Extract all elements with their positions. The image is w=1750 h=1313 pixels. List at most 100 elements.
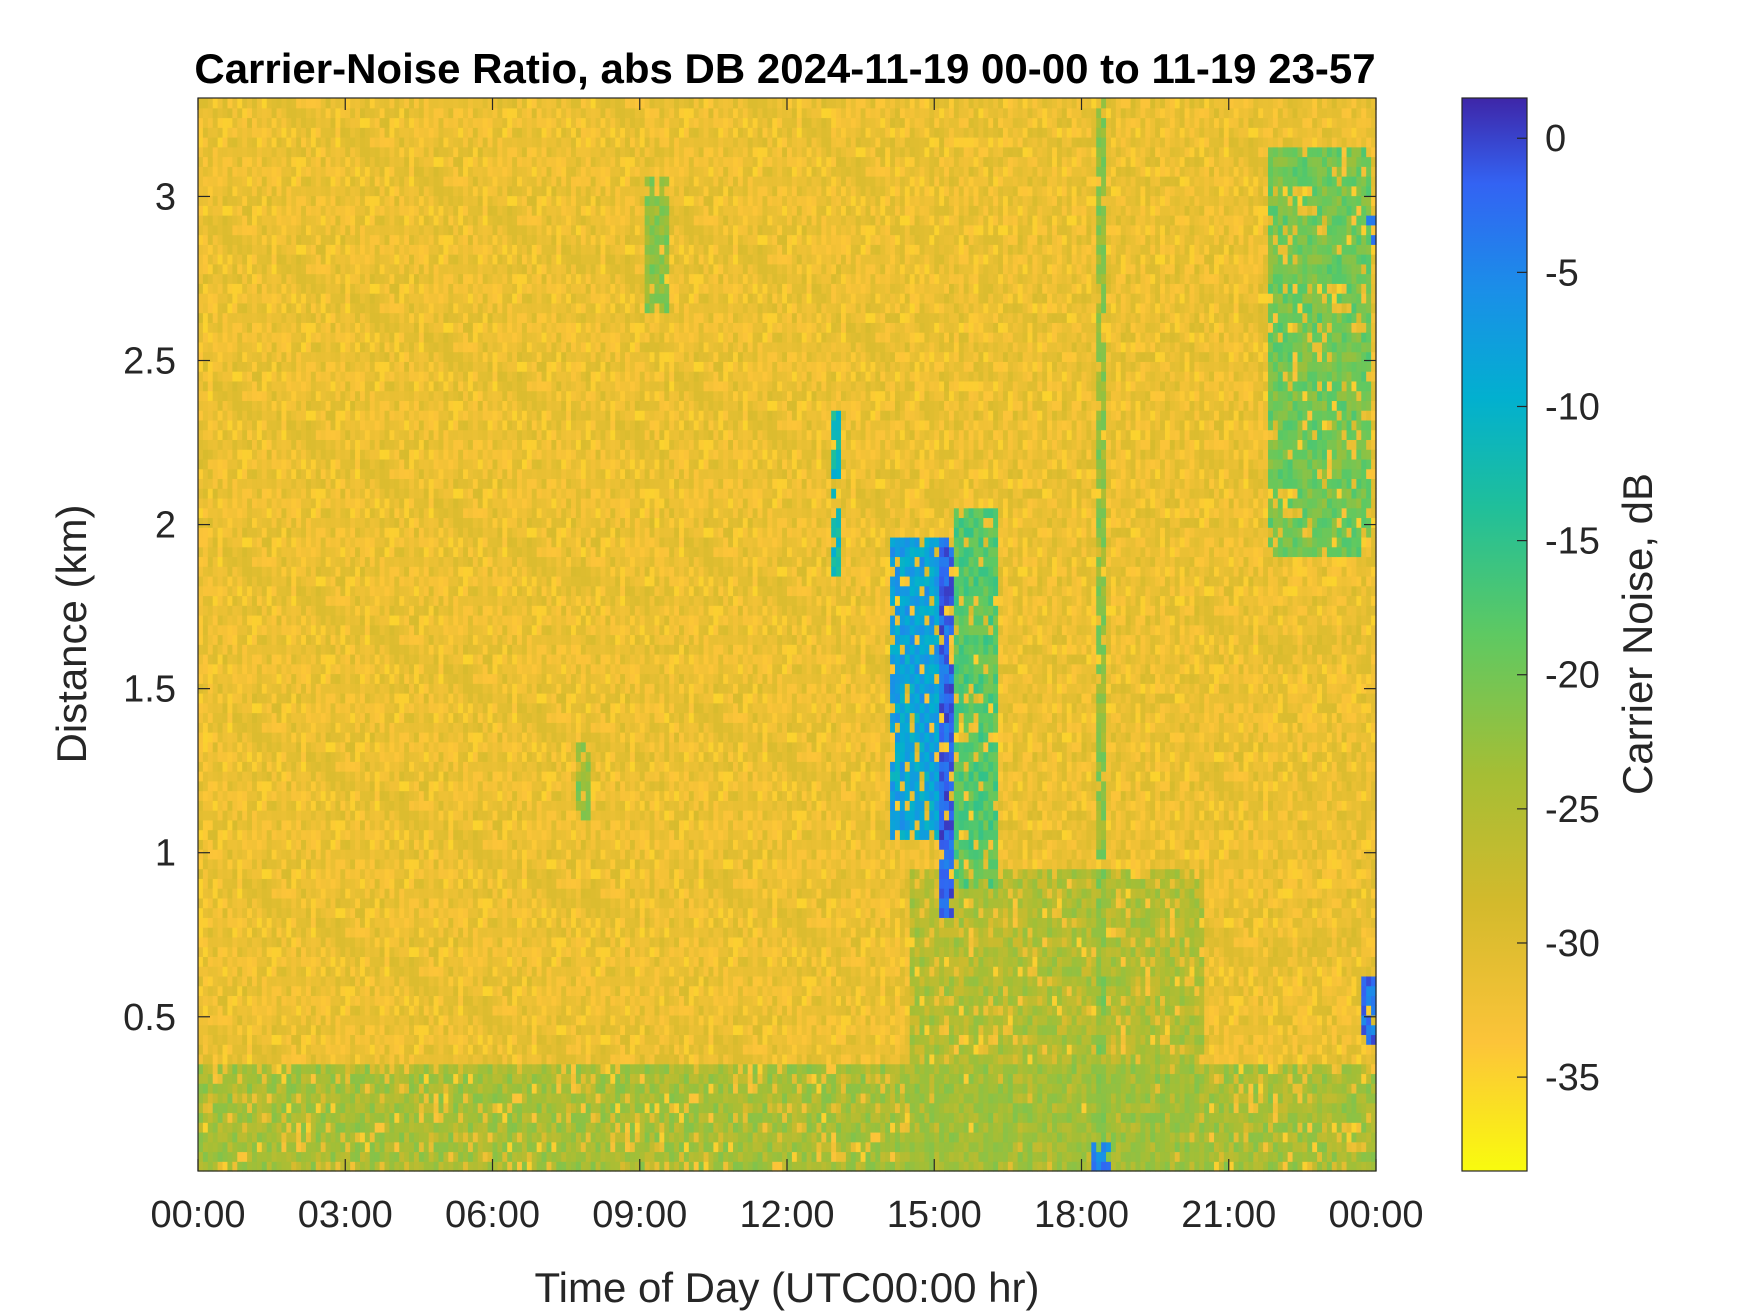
heatmap-cell <box>281 605 287 616</box>
heatmap-cell <box>315 634 322 645</box>
heatmap-cell <box>389 732 395 743</box>
heatmap-cell <box>379 263 386 275</box>
heatmap-cell <box>310 868 317 879</box>
heatmap-cell <box>359 839 366 850</box>
heatmap-cell <box>286 1063 292 1075</box>
heatmap-cell <box>261 1014 268 1026</box>
heatmap-cell <box>237 644 243 655</box>
heatmap-cell <box>355 975 361 987</box>
heatmap-cell <box>232 800 238 811</box>
heatmap-cell <box>212 712 219 723</box>
heatmap-cell <box>320 614 327 626</box>
heatmap-cell <box>379 907 386 918</box>
heatmap-cell <box>325 1092 332 1104</box>
heatmap-cell <box>325 371 332 382</box>
heatmap-cell <box>384 400 391 411</box>
heatmap-cell <box>305 790 312 801</box>
heatmap-cell <box>330 419 337 431</box>
heatmap-cell <box>198 302 204 314</box>
heatmap-cell <box>237 751 243 762</box>
heatmap-cell <box>345 605 351 616</box>
heatmap-cell <box>310 468 317 480</box>
heatmap-cell <box>296 614 302 626</box>
heatmap-cell <box>359 449 366 460</box>
heatmap-cell <box>286 127 292 138</box>
heatmap-cell <box>251 849 258 860</box>
heatmap-cell <box>281 254 287 265</box>
heatmap-cell <box>296 1092 302 1104</box>
heatmap-cell <box>374 380 381 392</box>
heatmap-cell <box>369 1131 376 1143</box>
heatmap-cell <box>202 107 209 119</box>
heatmap-cell <box>276 566 283 577</box>
heatmap-cell <box>237 829 243 840</box>
heatmap-cell <box>374 702 381 714</box>
heatmap-cell <box>276 478 283 489</box>
heatmap-cell <box>291 683 297 694</box>
heatmap-cell <box>389 888 395 899</box>
heatmap-cell <box>409 98 415 109</box>
heatmap-cell <box>256 1161 263 1172</box>
heatmap-cell <box>359 946 366 957</box>
heatmap-cell <box>305 634 312 645</box>
heatmap-cell <box>212 361 219 372</box>
heatmap-cell <box>198 780 204 792</box>
heatmap-cell <box>266 790 273 801</box>
heatmap-cell <box>340 283 346 294</box>
heatmap-cell <box>212 1083 219 1094</box>
heatmap-cell <box>409 566 415 577</box>
heatmap-cell <box>320 127 327 138</box>
heatmap-cell <box>198 546 204 558</box>
heatmap-cell <box>261 1102 268 1114</box>
heatmap-cell <box>335 1063 341 1075</box>
heatmap-cell <box>276 605 283 616</box>
heatmap-cell <box>359 536 366 548</box>
heatmap-cell <box>251 283 258 294</box>
heatmap-cell <box>251 878 258 889</box>
heatmap-cell <box>227 722 233 733</box>
heatmap-cell <box>251 429 258 440</box>
heatmap-cell <box>320 644 327 655</box>
heatmap-cell <box>413 497 420 509</box>
heatmap-cell <box>271 1102 278 1114</box>
heatmap-cell <box>404 351 410 362</box>
heatmap-cell <box>413 575 420 587</box>
heatmap-cell <box>325 849 332 860</box>
heatmap-cell <box>261 195 268 206</box>
heatmap-cell <box>379 1034 386 1045</box>
heatmap-cell <box>291 810 297 821</box>
heatmap-cell <box>325 907 332 918</box>
heatmap-cell <box>247 390 253 401</box>
heatmap-cell <box>404 936 410 948</box>
heatmap-cell <box>355 800 361 811</box>
heatmap-cell <box>198 449 204 460</box>
heatmap-cell <box>369 985 376 997</box>
heatmap-cell <box>404 693 410 704</box>
heatmap-cell <box>212 488 219 499</box>
heatmap-cell <box>369 907 376 918</box>
heatmap-cell <box>379 1063 386 1075</box>
heatmap-cell <box>315 936 322 948</box>
heatmap-cell <box>237 1092 243 1104</box>
heatmap-cell <box>286 156 292 167</box>
heatmap-cell <box>345 527 351 538</box>
heatmap-cell <box>409 858 415 870</box>
heatmap-cell <box>227 351 233 362</box>
heatmap-cell <box>394 663 400 675</box>
heatmap-cell <box>379 975 386 987</box>
heatmap-cell <box>198 517 204 528</box>
heatmap-cell <box>359 780 366 792</box>
heatmap-cell <box>207 195 214 206</box>
heatmap-cell <box>212 263 219 275</box>
heatmap-cell <box>227 693 233 704</box>
heatmap-cell <box>394 263 400 275</box>
heatmap-cell <box>384 185 391 197</box>
heatmap-cell <box>315 458 322 470</box>
heatmap-cell <box>232 215 238 226</box>
heatmap-cell <box>315 176 322 187</box>
heatmap-cell <box>364 995 371 1006</box>
heatmap-cell <box>242 429 248 440</box>
heatmap-cell <box>379 1141 386 1153</box>
heatmap-cell <box>271 1083 278 1094</box>
heatmap-cell <box>335 897 341 909</box>
